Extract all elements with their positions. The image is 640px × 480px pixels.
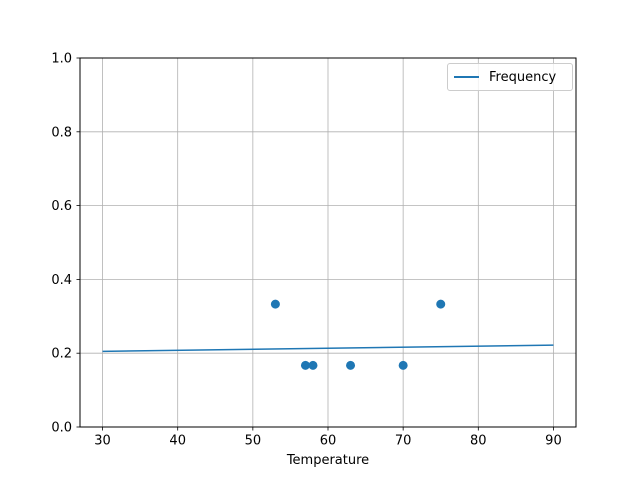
x-tick-label: 40 [169, 434, 186, 449]
legend: Frequency [447, 63, 573, 91]
y-tick-label: 0.8 [51, 125, 72, 140]
scatter-point [270, 299, 280, 309]
scatter-point [300, 360, 310, 370]
x-tick-label: 80 [470, 434, 487, 449]
x-tick-label: 50 [245, 434, 262, 449]
legend-label: Frequency [489, 69, 557, 85]
trend-line [102, 344, 554, 353]
x-axis-label: Temperature [286, 453, 370, 468]
scatter-point [436, 299, 446, 309]
x-tick-label: 30 [94, 434, 111, 449]
y-tick-label: 0.2 [51, 347, 72, 362]
x-tick-label: 90 [545, 434, 562, 449]
y-tick-label: 0.0 [51, 421, 72, 436]
scatter-point [308, 360, 318, 370]
legend-line-sample [454, 76, 479, 78]
x-tick-label: 60 [320, 434, 337, 449]
y-tick-label: 0.6 [51, 199, 72, 214]
scatter-point [346, 360, 356, 370]
x-tick-label: 70 [395, 434, 412, 449]
scatter-point [398, 360, 408, 370]
y-tick-label: 1.0 [51, 52, 72, 67]
y-tick-label: 0.4 [51, 273, 72, 288]
